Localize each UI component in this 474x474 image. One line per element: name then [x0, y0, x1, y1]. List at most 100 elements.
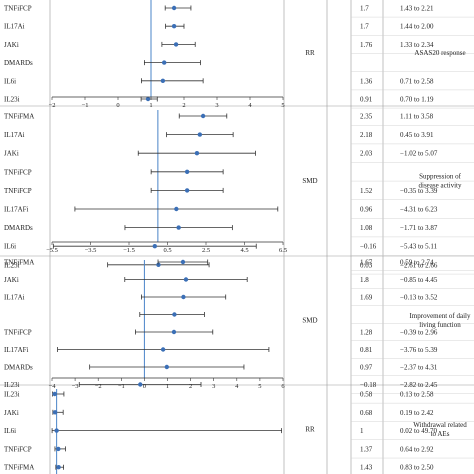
estimate-value: 1.36: [360, 77, 373, 85]
treatment-label: JAKi: [4, 41, 19, 49]
treatment-label: TNFiFMA: [4, 464, 34, 472]
estimate-value: 1.7: [360, 23, 369, 31]
x-tick-label: −2: [95, 383, 102, 390]
treatment-label: TNFiFCP: [4, 187, 32, 195]
point-estimate: [176, 225, 181, 230]
ci-value: −1.02 to 5.07: [400, 150, 438, 158]
point-estimate: [197, 132, 203, 137]
point-estimate: [181, 294, 186, 300]
measure-label: RR: [305, 426, 315, 434]
treatment-label: IL23i: [4, 96, 20, 104]
treatment-label: IL6i: [4, 243, 16, 251]
point-estimate: [180, 259, 186, 265]
ci-value: 1.11 to 3.58: [400, 113, 434, 121]
ci-value: −2.82 to 2.45: [400, 381, 438, 389]
x-tick-label: 5: [258, 383, 261, 390]
estimate-value: 1.67: [360, 259, 373, 267]
estimate-value: 1.52: [360, 187, 373, 195]
estimate-value: −0.16: [360, 243, 377, 251]
treatment-label: JAKi: [4, 150, 19, 158]
point-estimate: [160, 78, 166, 84]
x-tick-label: −1: [82, 102, 89, 109]
point-estimate: [145, 96, 151, 102]
point-estimate: [54, 428, 59, 433]
ci-value: −0.39 to 2.96: [400, 329, 438, 337]
outcome-label: Suppression of: [419, 173, 461, 181]
x-tick-label: −3: [72, 383, 79, 390]
point-estimate: [173, 42, 179, 47]
treatment-label: TNFiFCP: [4, 168, 32, 176]
x-tick-label: −1.5: [123, 247, 135, 254]
point-estimate: [52, 410, 58, 415]
point-estimate: [171, 5, 177, 11]
x-tick-label: 0: [143, 383, 146, 390]
treatment-label: TNFiFMA: [4, 113, 34, 121]
treatment-label: IL17Ai: [4, 131, 25, 139]
ci-value: 0.02 to 49.70: [400, 427, 437, 435]
x-tick-label: −5.5: [46, 247, 58, 254]
ci-value: 0.45 to 3.91: [400, 131, 434, 139]
x-tick-label: 3: [215, 102, 218, 109]
x-tick-label: −4: [49, 383, 57, 390]
point-estimate: [171, 24, 177, 29]
treatment-label: IL23i: [4, 391, 20, 399]
point-estimate: [164, 364, 170, 370]
estimate-value: 1.76: [360, 41, 373, 49]
ci-value: −2.37 to 4.31: [400, 364, 438, 372]
ci-value: 0.59 to 2.74: [400, 259, 434, 267]
estimate-value: 1.28: [360, 329, 373, 337]
estimate-value: 0.68: [360, 409, 373, 417]
point-estimate: [156, 262, 161, 267]
ci-value: 1.33 to 2.34: [400, 41, 434, 49]
ci-value: −1.71 to 3.87: [400, 224, 438, 232]
x-tick-label: 0.5: [163, 247, 171, 254]
outcome-label: living function: [419, 321, 461, 329]
point-estimate: [194, 151, 200, 156]
ci-value: 0.64 to 2.92: [400, 445, 434, 453]
outcome-label: ASAS20 response: [414, 49, 465, 57]
point-estimate: [171, 329, 177, 335]
point-estimate: [174, 206, 179, 212]
ci-value: −5.43 to 5.11: [400, 243, 438, 251]
x-tick-label: 6: [281, 383, 285, 390]
treatment-label: JAKi: [4, 276, 19, 284]
treatment-label: IL17Ai: [4, 23, 25, 31]
x-tick-label: 1: [166, 383, 169, 390]
x-tick-label: −1: [118, 383, 125, 390]
treatment-label: DMARDs: [4, 59, 33, 67]
estimate-value: 0.03: [360, 261, 373, 269]
ci-value: 0.19 to 2.42: [400, 409, 434, 417]
point-estimate: [56, 465, 61, 470]
measure-label: SMD: [302, 317, 317, 325]
point-estimate: [52, 391, 57, 397]
treatment-label: TNFiFMA: [4, 259, 34, 267]
x-tick-label: 4: [248, 102, 252, 109]
estimate-value: 1.8: [360, 276, 369, 284]
ci-value: −2.61 to 2.66: [400, 261, 438, 269]
treatment-label: TNFiFCP: [4, 329, 32, 337]
estimate-value: 1.08: [360, 224, 373, 232]
x-tick-label: 2: [189, 383, 192, 390]
ci-value: 1.43 to 2.21: [400, 5, 434, 13]
estimate-value: 1.37: [360, 445, 373, 453]
estimate-value: 0.96: [360, 206, 373, 214]
treatment-label: IL17Ai: [4, 294, 25, 302]
x-tick-label: 4: [235, 383, 239, 390]
ci-value: 0.13 to 2.58: [400, 391, 434, 399]
treatment-label: IL17AFi: [4, 206, 29, 214]
estimate-value: 0.97: [360, 364, 373, 372]
x-tick-label: 5: [281, 102, 284, 109]
ci-value: 0.71 to 2.58: [400, 77, 434, 85]
estimate-value: 1: [360, 427, 364, 435]
estimate-value: −0.18: [360, 381, 377, 389]
treatment-label: IL6i: [4, 427, 16, 435]
ci-value: 0.70 to 1.19: [400, 96, 434, 104]
x-tick-label: 0: [116, 102, 119, 109]
ci-value: 0.83 to 2.50: [400, 464, 434, 472]
x-tick-label: 1: [149, 102, 152, 109]
ci-value: −4.31 to 6.23: [400, 206, 438, 214]
point-estimate: [56, 446, 61, 452]
point-estimate: [184, 188, 190, 193]
treatment-label: IL17AFi: [4, 346, 29, 354]
